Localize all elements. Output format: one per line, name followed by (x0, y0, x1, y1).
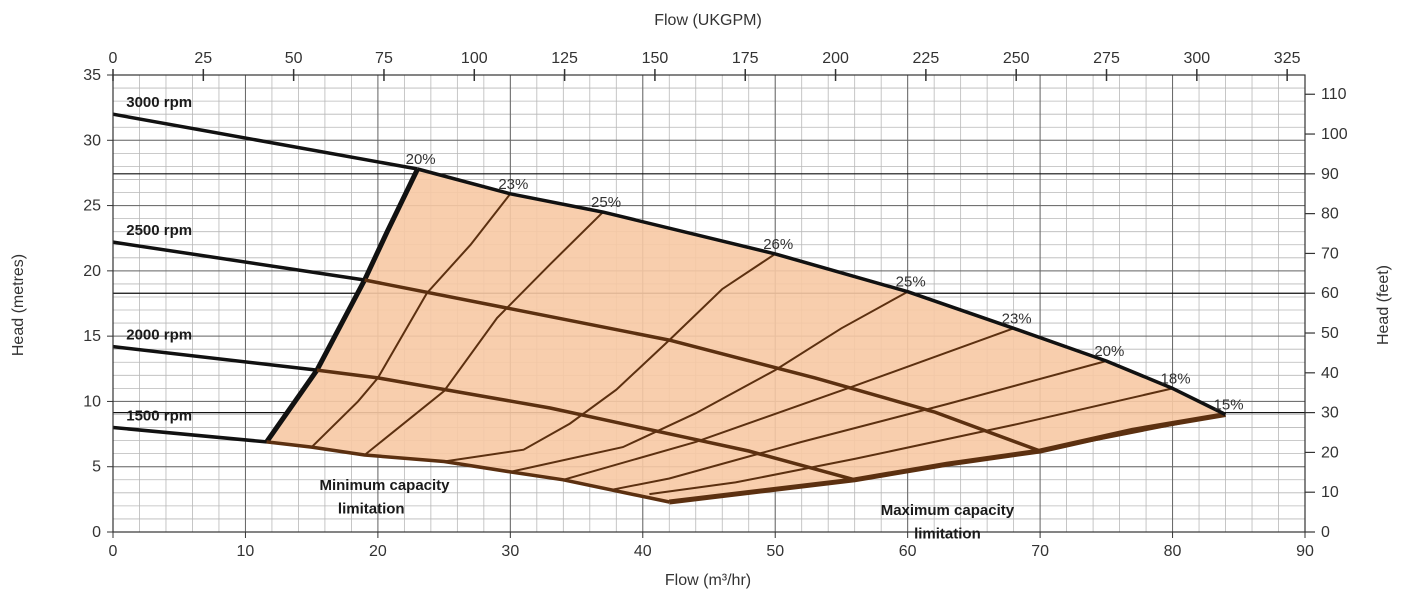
x-tick-label: 0 (109, 543, 118, 560)
annotation-2: Maximum capacity (881, 502, 1015, 519)
speed-label-2: 2000 rpm (126, 327, 192, 344)
x2-tick-label: 0 (109, 50, 118, 67)
speed-label-3: 1500 rpm (126, 408, 192, 425)
y2-tick-label: 110 (1321, 86, 1347, 103)
y-tick-label: 25 (83, 198, 101, 215)
speed-curve-outside-1 (112, 240, 365, 282)
y-tick-label: 5 (92, 459, 101, 476)
speed-label-0: 3000 rpm (126, 94, 192, 111)
x-tick-label: 50 (766, 543, 784, 560)
x-tick-label: 40 (634, 543, 652, 560)
x2-tick-label: 200 (822, 50, 849, 67)
y2-tick-label: 90 (1321, 166, 1339, 183)
efficiency-label-7: 18% (1161, 370, 1191, 387)
y-tick-label: 0 (92, 524, 101, 541)
efficiency-label-5: 23% (1002, 310, 1032, 327)
x2-tick-label: 125 (551, 50, 578, 67)
y2-axis-title: Head (feet) (1375, 265, 1392, 345)
y2-tick-label: 30 (1321, 405, 1339, 422)
annotation-0: Minimum capacity (319, 477, 450, 494)
speed-curve-inside-3 (266, 440, 670, 504)
y-tick-label: 15 (83, 328, 101, 345)
y2-tick-label: 10 (1321, 484, 1339, 501)
x-tick-label: 10 (237, 543, 255, 560)
operating-region-area (266, 169, 1226, 502)
y2-tick-label: 70 (1321, 245, 1339, 262)
efficiency-contour-7 (649, 387, 1173, 496)
y-tick-label: 35 (83, 67, 101, 84)
efficiency-label-6: 20% (1094, 343, 1124, 360)
x2-axis-title: Flow (UKGPM) (654, 12, 762, 29)
x2-tick-label: 250 (1003, 50, 1030, 67)
y2-tick-label: 100 (1321, 126, 1348, 143)
x2-tick-label: 25 (194, 50, 212, 67)
speed-curve-outside-3 (112, 425, 267, 444)
x2-tick-label: 75 (375, 50, 393, 67)
efficiency-contour-2 (363, 211, 604, 456)
speed-curve-inside-1 (364, 278, 1041, 453)
speed-curves (112, 112, 1227, 504)
x-tick-label: 30 (501, 543, 519, 560)
efficiency-label-4: 25% (896, 274, 926, 291)
x2-tick-label: 175 (732, 50, 759, 67)
y2-tick-label: 40 (1321, 365, 1339, 382)
x2-tick-label: 275 (1093, 50, 1120, 67)
y-tick-label: 10 (83, 393, 101, 410)
speed-label-1: 2500 rpm (126, 222, 192, 239)
y2-tick-label: 80 (1321, 206, 1339, 223)
efficiency-contour-6 (609, 360, 1107, 492)
labels: 20% 23% 25% 26% 25% 23% 20% 18% 15% 3000 rpm 2500 … (126, 94, 1243, 542)
annotation-3: limitation (914, 525, 981, 542)
x2-tick-label: 300 (1183, 50, 1210, 67)
x2-tick-label: 150 (642, 50, 669, 67)
efficiency-label-1: 23% (498, 176, 528, 193)
x2-tick-label: 50 (285, 50, 303, 67)
speed-curve-inside-0 (417, 167, 1227, 417)
x-tick-label: 90 (1296, 543, 1314, 560)
y2-tick-label: 20 (1321, 444, 1339, 461)
efficiency-label-0: 20% (406, 151, 436, 168)
x-tick-label: 80 (1164, 543, 1182, 560)
x2-tick-label: 100 (461, 50, 488, 67)
operating-region (266, 169, 1226, 502)
efficiency-contour-4 (510, 290, 909, 473)
y-tick-label: 30 (83, 132, 101, 149)
plot-frame (112, 74, 1306, 533)
axes: 0 10 20 30 40 50 60 70 80 90 0 5 10 15 20 25 30 35 0 25 50 75… (83, 50, 1348, 560)
efficiency-contour-1 (310, 193, 512, 448)
speed-curve-inside-2 (316, 368, 856, 482)
efficiency-label-8: 15% (1214, 396, 1244, 413)
y2-tick-label: 60 (1321, 285, 1339, 302)
y2-tick-label: 50 (1321, 325, 1339, 342)
y2-tick-label: 0 (1321, 524, 1330, 541)
speed-curve-outside-0 (112, 112, 418, 171)
efficiency-contour-3 (443, 253, 776, 463)
efficiency-label-2: 25% (591, 194, 621, 211)
x-tick-label: 70 (1031, 543, 1049, 560)
y-tick-label: 20 (83, 263, 101, 280)
y-axis-title: Head (metres) (10, 254, 27, 356)
x-axis-title: Flow (m³/hr) (665, 572, 751, 589)
annotation-1: limitation (338, 500, 405, 517)
x-tick-label: 60 (899, 543, 917, 560)
x-tick-label: 20 (369, 543, 387, 560)
x2-tick-label: 225 (913, 50, 940, 67)
efficiency-contour-5 (563, 327, 1014, 481)
max-capacity-line (669, 412, 1226, 505)
speed-curve-outside-2 (112, 344, 318, 372)
efficiency-label-3: 26% (763, 236, 793, 253)
x2-tick-label: 325 (1274, 50, 1301, 67)
